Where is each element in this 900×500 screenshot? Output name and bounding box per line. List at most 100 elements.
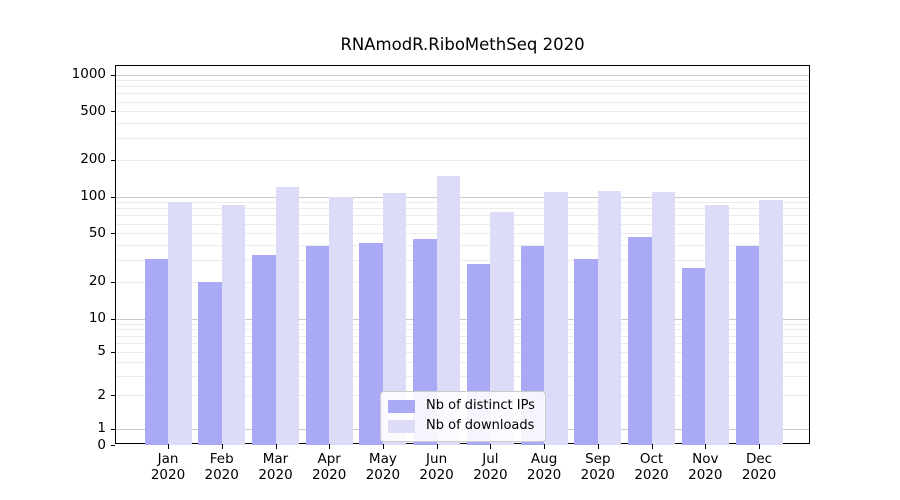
gridline-major (116, 318, 809, 320)
bar-downloads (597, 190, 622, 445)
x-tick-label: Nov 2020 (688, 451, 723, 483)
y-tick-label: 0 (97, 436, 106, 453)
bar-distinct-ips (198, 281, 222, 445)
x-tick-label: Jan 2020 (150, 451, 186, 483)
gridline-minor (116, 93, 809, 95)
x-tick (597, 444, 599, 449)
gridline-minor (116, 342, 809, 344)
y-tick-label: 5 (97, 343, 106, 360)
legend-label: Nb of distinct IPs (426, 398, 535, 413)
x-tick (436, 444, 438, 449)
bar-downloads (705, 205, 729, 445)
y-tick-label: 500 (80, 102, 106, 119)
x-tick-label: May 2020 (365, 451, 401, 483)
y-tick-label: 50 (88, 224, 106, 241)
bar-downloads (221, 205, 246, 445)
y-tick-label: 100 (80, 188, 106, 204)
x-tick (168, 444, 169, 449)
gridline-minor (116, 208, 809, 210)
gridline-major (116, 74, 809, 76)
plot-area: 1000 500 200 100 50 20 10 5 2 1 0 Jan 2020 Feb 2020 M… (72, 65, 810, 483)
x-tick (651, 444, 653, 449)
gridline-minor (116, 111, 809, 113)
gridline-minor (116, 233, 809, 235)
x-tick-label: Oct 2020 (634, 451, 669, 483)
legend-label: Nb of downloads (426, 418, 535, 433)
x-tick (490, 444, 492, 449)
bar-downloads (490, 211, 514, 445)
bar-distinct-ips (681, 267, 706, 445)
x-tick (759, 444, 760, 449)
x-tick-label: Apr 2020 (312, 451, 347, 483)
x-tick (221, 444, 223, 449)
x-tick (329, 444, 331, 449)
x-tick-label: Jul 2020 (473, 451, 508, 483)
y-tick (111, 111, 115, 113)
y-tick (111, 318, 115, 320)
x-tick (544, 444, 546, 449)
bar-distinct-ips (574, 258, 598, 445)
bar-downloads (651, 191, 675, 445)
gridline-minor (116, 202, 809, 204)
x-tick (382, 444, 384, 449)
gridline-minor (116, 159, 809, 161)
y-tick-label: 200 (80, 151, 106, 168)
gridline-minor (116, 351, 809, 353)
y-tick (111, 74, 115, 76)
gridline-minor (116, 223, 809, 225)
legend: Nb of distinct IPs Nb of downloads (380, 391, 546, 442)
chart-title: RNAmodR.RiboMethSeq 2020 (340, 35, 585, 54)
bar-distinct-ips (144, 258, 168, 445)
y-tick (111, 196, 115, 198)
gridline-minor (116, 138, 809, 140)
gridline-minor (116, 260, 809, 262)
gridline-minor (116, 123, 809, 124)
y-tick-label: 10 (88, 310, 106, 326)
y-tick (111, 428, 115, 430)
y-tick (111, 351, 115, 353)
bar-downloads (382, 192, 407, 445)
x-tick-label: Sep 2020 (580, 451, 615, 483)
bar-downloads (759, 200, 783, 445)
bar-downloads (436, 176, 461, 445)
y-tick (111, 445, 115, 446)
x-tick-label: Jun 2020 (419, 451, 454, 483)
bar-distinct-ips (628, 236, 652, 445)
y-tick-label: 20 (88, 273, 106, 290)
gridline-minor (116, 323, 809, 325)
x-tick-label: Dec 2020 (741, 451, 777, 483)
legend-swatch-distinct-ips (388, 399, 415, 413)
x-tick (275, 444, 277, 449)
x-tick-label: Mar 2020 (258, 451, 293, 483)
bar-downloads (544, 192, 568, 445)
x-tick (705, 444, 707, 449)
gridline-minor (116, 335, 809, 337)
y-tick-label: 1 (97, 420, 106, 436)
y-tick (111, 159, 115, 161)
legend-entry: Nb of distinct IPs (388, 398, 537, 414)
y-tick-label: 1000 (71, 66, 106, 82)
y-tick (111, 281, 115, 283)
y-tick (111, 233, 115, 235)
bar-downloads (168, 202, 192, 445)
bar-downloads (329, 196, 353, 445)
bar-distinct-ips (305, 246, 330, 445)
gridline-major (116, 196, 809, 198)
legend-entry: Nb of downloads (388, 418, 537, 434)
gridline-minor (116, 101, 809, 103)
x-tick-label: Aug 2020 (526, 451, 562, 483)
bar-distinct-ips (359, 242, 383, 445)
gridline-minor (116, 362, 809, 364)
x-tick-label: Feb 2020 (204, 451, 239, 483)
bar-downloads (275, 186, 299, 445)
gridline-minor (116, 80, 809, 82)
gridline-minor (116, 281, 809, 283)
gridline-minor (116, 329, 809, 331)
gridline-minor (116, 245, 809, 246)
legend-swatch-downloads (388, 419, 415, 433)
bar-distinct-ips (252, 255, 276, 445)
y-tick-label: 2 (97, 386, 106, 403)
gridline-minor (116, 215, 809, 217)
gridline-minor (116, 86, 809, 88)
